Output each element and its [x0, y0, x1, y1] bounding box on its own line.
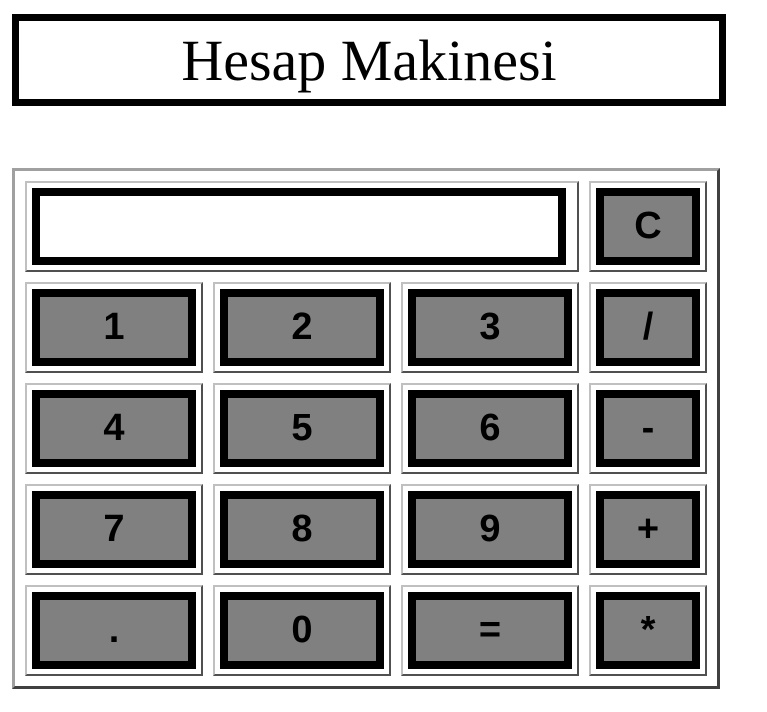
- key-cell: 8: [213, 484, 391, 575]
- key-cell: 1: [25, 282, 203, 373]
- divide-button[interactable]: /: [596, 289, 700, 366]
- subtract-button[interactable]: -: [596, 390, 700, 467]
- clear-button[interactable]: C: [596, 188, 700, 265]
- add-button[interactable]: +: [596, 491, 700, 568]
- key-cell: -: [589, 383, 707, 474]
- key-cell: 3: [401, 282, 579, 373]
- digit-5-button[interactable]: 5: [220, 390, 384, 467]
- decimal-button[interactable]: .: [32, 592, 196, 669]
- key-cell: 5: [213, 383, 391, 474]
- display-input[interactable]: [32, 188, 566, 265]
- digit-2-button[interactable]: 2: [220, 289, 384, 366]
- equals-button[interactable]: =: [408, 592, 572, 669]
- digit-1-button[interactable]: 1: [32, 289, 196, 366]
- key-cell: 4: [25, 383, 203, 474]
- digit-9-button[interactable]: 9: [408, 491, 572, 568]
- key-cell: C: [589, 181, 707, 272]
- key-cell: /: [589, 282, 707, 373]
- title-box: Hesap Makinesi: [12, 14, 726, 106]
- key-cell: 7: [25, 484, 203, 575]
- key-cell: 0: [213, 585, 391, 676]
- key-cell: 9: [401, 484, 579, 575]
- key-cell: *: [589, 585, 707, 676]
- display-cell: [25, 181, 579, 272]
- key-cell: =: [401, 585, 579, 676]
- digit-0-button[interactable]: 0: [220, 592, 384, 669]
- digit-4-button[interactable]: 4: [32, 390, 196, 467]
- key-cell: 2: [213, 282, 391, 373]
- digit-8-button[interactable]: 8: [220, 491, 384, 568]
- multiply-button[interactable]: *: [596, 592, 700, 669]
- key-cell: 6: [401, 383, 579, 474]
- calculator: C 1 2 3 / 4 5 6 - 7 8 9 + . 0 = *: [12, 168, 720, 689]
- key-cell: .: [25, 585, 203, 676]
- key-cell: +: [589, 484, 707, 575]
- page-title: Hesap Makinesi: [181, 28, 557, 93]
- digit-3-button[interactable]: 3: [408, 289, 572, 366]
- digit-7-button[interactable]: 7: [32, 491, 196, 568]
- digit-6-button[interactable]: 6: [408, 390, 572, 467]
